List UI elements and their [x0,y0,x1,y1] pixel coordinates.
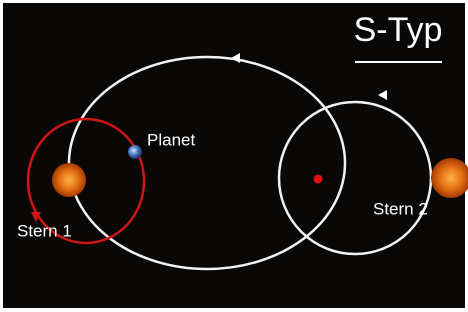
star2-label: Stern 2 [373,199,428,218]
diagram: S-Typ Planet Stern 1 Stern 2 [0,0,468,312]
barycenter [314,175,323,184]
title: S-Typ [354,11,443,49]
star1 [52,163,86,197]
star1-label: Stern 1 [17,221,72,240]
planet [128,145,142,159]
planet-label: Planet [147,130,195,149]
